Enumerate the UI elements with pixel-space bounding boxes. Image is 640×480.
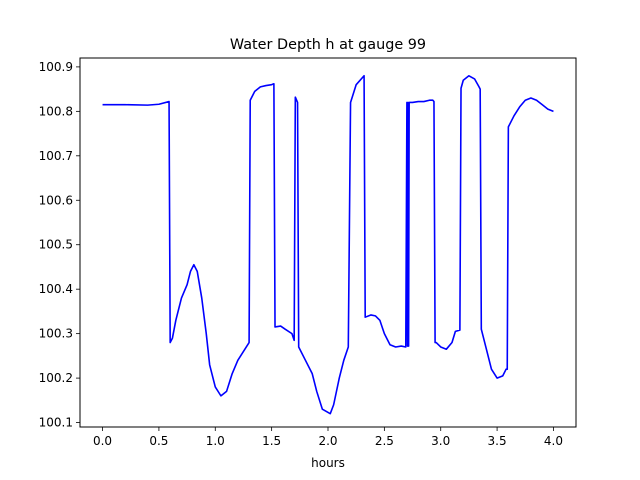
x-tick-label: 3.5 xyxy=(488,434,507,448)
chart-title: Water Depth h at gauge 99 xyxy=(230,37,426,53)
y-tick-label: 100.3 xyxy=(39,327,73,341)
x-tick-label: 3.0 xyxy=(431,434,450,448)
y-tick-label: 100.9 xyxy=(39,60,73,74)
y-tick-label: 100.2 xyxy=(39,371,73,385)
x-tick-label: 4.0 xyxy=(544,434,563,448)
y-tick-label: 100.5 xyxy=(39,238,73,252)
y-axis-ticks: 100.1 100.2 100.3 100.4 100.5 100.6 100.7 100.8… xyxy=(39,60,80,430)
x-axis-ticks: 0.0 0.5 1.0 1.5 2.0 2.5 3.0 3.5 4.0 xyxy=(93,427,563,448)
x-tick-label: 2.5 xyxy=(375,434,394,448)
y-tick-label: 100.7 xyxy=(39,149,73,163)
y-tick-label: 100.1 xyxy=(39,416,73,430)
x-tick-label: 0.5 xyxy=(149,434,168,448)
x-tick-label: 1.0 xyxy=(206,434,225,448)
x-tick-label: 1.5 xyxy=(262,434,281,448)
plot-lines xyxy=(102,74,554,415)
x-tick-label: 0.0 xyxy=(93,434,112,448)
y-tick-label: 100.8 xyxy=(39,104,73,118)
y-tick-label: 100.6 xyxy=(39,193,73,207)
series-line-0 xyxy=(102,74,554,415)
y-tick-label: 100.4 xyxy=(39,282,73,296)
x-tick-label: 2.0 xyxy=(318,434,337,448)
x-axis-label: hours xyxy=(311,456,345,470)
